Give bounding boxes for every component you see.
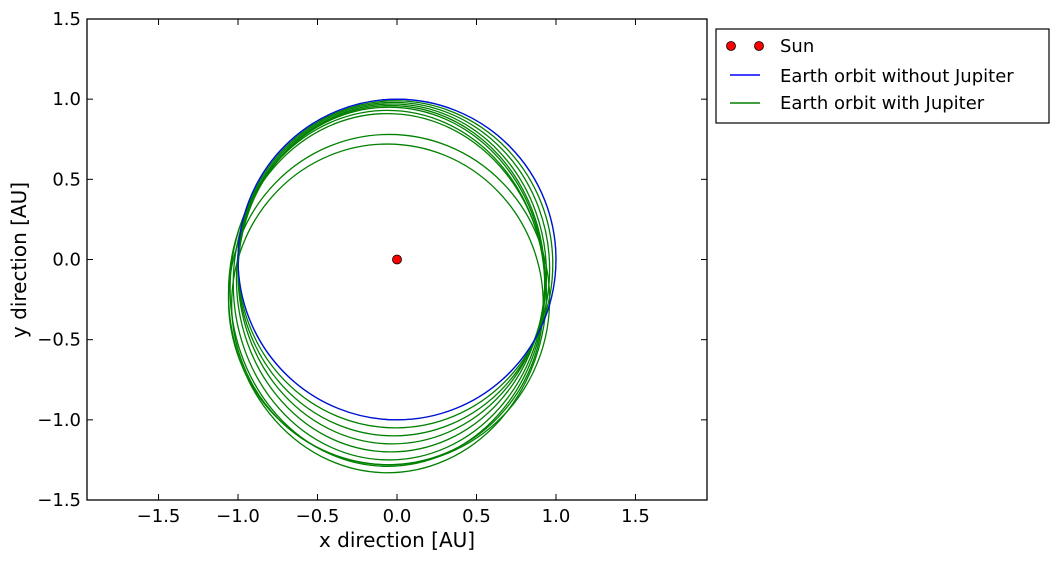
x-axis-label: x direction [AU] (319, 528, 475, 552)
legend: Sun Earth orbit without Jupiter Earth or… (715, 28, 1050, 124)
legend-label-sun: Sun (780, 36, 814, 57)
legend-sun-marker (726, 41, 736, 51)
x-tick-label: 1.5 (621, 506, 650, 527)
earth-with-jupiter-orbit-loop-10 (231, 143, 544, 466)
x-tick-label: −1.5 (137, 506, 181, 527)
legend-label-earth-without-jupiter: Earth orbit without Jupiter (780, 66, 1014, 87)
y-tick-label: −1.5 (37, 490, 81, 511)
legend-sun-marker (754, 41, 764, 51)
y-tick-label: 1.0 (52, 89, 81, 110)
earth-without-jupiter-orbit (237, 98, 557, 421)
x-tick-label: 0.5 (462, 506, 491, 527)
earth-with-jupiter-orbit-loop-7 (229, 109, 546, 467)
y-tick-label: 0.5 (52, 169, 81, 190)
x-tick-label: 1.0 (542, 506, 571, 527)
x-tick-label: 0.0 (383, 506, 412, 527)
plot-data-layer (227, 98, 557, 474)
x-tick-label: −0.5 (296, 506, 340, 527)
y-tick-label: −1.0 (37, 410, 81, 431)
sun-marker (392, 254, 402, 265)
y-tick-label: 1.5 (52, 9, 81, 30)
legend-label-earth-with-jupiter: Earth orbit with Jupiter (780, 93, 985, 114)
y-tick-label: −0.5 (37, 330, 81, 351)
y-tick-label: 0.0 (52, 250, 81, 271)
ticks-layer: −1.5 −1.0 −0.5 0.0 0.5 1.0 1.5 1.5 1.0 0.5 0.0 −0.5… (37, 9, 707, 527)
x-tick-label: −1.0 (216, 506, 260, 527)
y-axis-label: y direction [AU] (7, 182, 31, 338)
legend-box (715, 28, 1050, 124)
